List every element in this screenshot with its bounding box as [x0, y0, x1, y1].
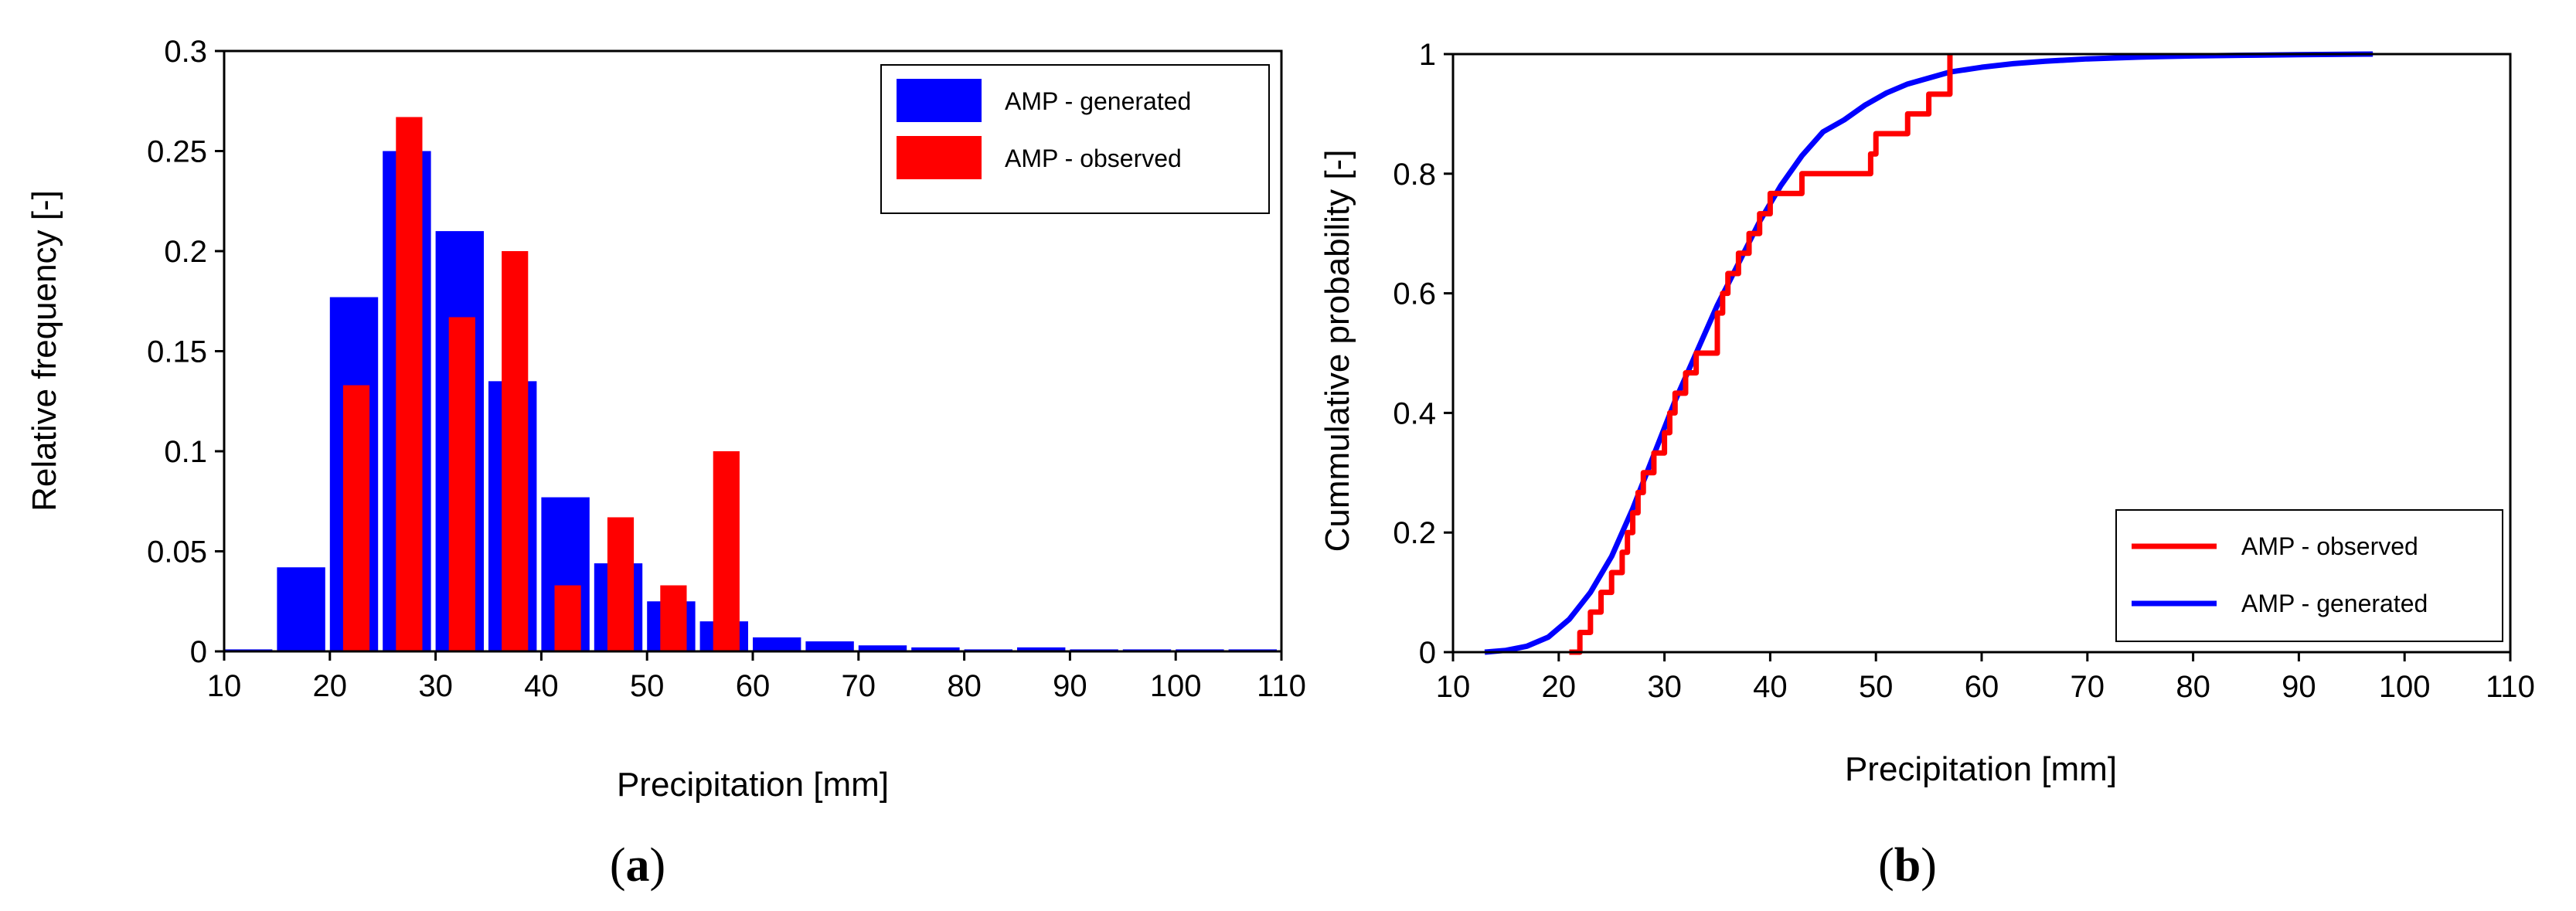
y-tick-label: 0: [190, 635, 207, 669]
observed-bar: [554, 585, 581, 651]
y-tick-label: 0.3: [164, 35, 207, 69]
generated-bar: [858, 645, 907, 651]
x-tick-label: 90: [1053, 669, 1087, 703]
x-axis-title: Precipitation [mm]: [617, 766, 889, 804]
observed-bar: [660, 585, 687, 651]
legend-label-generated: AMP - generated: [2241, 590, 2428, 617]
legend: AMP - generated AMP - observed: [880, 64, 1270, 214]
x-tick-label: 80: [2176, 670, 2210, 704]
x-tick-label: 20: [1542, 670, 1577, 704]
x-tick-label: 100: [1150, 669, 1202, 703]
y-tick-label: 1: [1419, 38, 1436, 72]
chart-b-cumulative: 10 20 30 40 50 60 70 80 90 100 110 00.20.40.60.81 …: [1319, 38, 2535, 892]
y-tick-label: 0.4: [1393, 396, 1436, 430]
x-tick-label: 70: [2071, 670, 2105, 704]
generated-bars: [224, 151, 1277, 652]
x-tick-label: 100: [2379, 670, 2431, 704]
caption-letter: b: [1894, 839, 1921, 892]
caption-close: ): [1921, 839, 1937, 892]
observed-line: [1569, 54, 1953, 655]
legend: AMP - observed AMP - generated: [2115, 509, 2503, 642]
generated-line: [1484, 51, 2374, 655]
x-tick-label: 70: [842, 669, 876, 703]
generated-bar: [805, 641, 854, 651]
series-lines: [1484, 51, 2374, 655]
x-tick-label: 40: [1753, 670, 1788, 704]
y-tick-label: 0.15: [147, 335, 207, 369]
chart-a-histogram: 10 20 30 40 50 60 70 80 90 100 110 0 0.05 0.1 0.15 0.2…: [26, 35, 1306, 892]
x-axis: 10 20 30 40 50 60 70 80 90 100 110: [1436, 652, 2535, 704]
x-axis: 10 20 30 40 50 60 70 80 90 100 110: [207, 651, 1306, 703]
y-tick-label: 0.25: [147, 135, 207, 169]
y-axis: 0 0.05 0.1 0.15 0.2 0.25 0.3: [147, 35, 224, 669]
generated-bar: [911, 647, 960, 651]
x-tick-label: 60: [1965, 670, 1999, 704]
x-tick-label: 30: [418, 669, 453, 703]
caption-b: (b): [1878, 839, 1937, 892]
x-tick-label: 110: [1257, 669, 1306, 703]
legend-label-generated: AMP - generated: [1005, 87, 1191, 115]
y-tick-label: 0.8: [1393, 158, 1436, 192]
observed-bar: [607, 517, 635, 651]
caption-open: (: [1878, 839, 1894, 892]
caption-a: (a): [610, 839, 665, 892]
y-tick-label: 0.1: [164, 435, 207, 469]
observed-bar: [342, 385, 370, 651]
y-tick-label: 0.05: [147, 535, 207, 569]
y-tick-label: 0.2: [164, 235, 207, 269]
x-tick-label: 10: [207, 669, 242, 703]
legend-label-observed: AMP - observed: [2241, 532, 2418, 560]
observed-bar: [396, 117, 423, 652]
observed-bars: [342, 117, 740, 652]
observed-bar: [448, 317, 475, 651]
caption-open: (: [610, 839, 626, 892]
caption-letter: a: [626, 839, 650, 892]
x-tick-label: 20: [313, 669, 348, 703]
y-tick-label: 0.6: [1393, 277, 1436, 311]
generated-bar: [1017, 647, 1066, 651]
x-tick-label: 30: [1647, 670, 1682, 704]
y-axis-title: Cummulative probability [-]: [1319, 150, 1356, 552]
x-tick-label: 110: [2486, 670, 2535, 704]
generated-bar: [753, 637, 801, 651]
y-tick-label: 0.2: [1393, 516, 1436, 550]
y-axis-title: Relative frequency [-]: [26, 190, 63, 512]
generated-bar: [277, 567, 325, 651]
x-tick-label: 50: [1859, 670, 1894, 704]
caption-close: ): [650, 839, 666, 892]
x-axis-title: Precipitation [mm]: [1845, 750, 2117, 788]
x-tick-label: 40: [524, 669, 559, 703]
legend-label-observed: AMP - observed: [1005, 144, 1182, 172]
x-tick-label: 80: [947, 669, 982, 703]
x-tick-label: 60: [736, 669, 771, 703]
y-tick-label: 0: [1419, 636, 1436, 670]
y-axis: 0 0.2 0.4 0.6 0.8 1: [1393, 38, 1453, 670]
legend-swatch-generated: [897, 79, 982, 122]
x-tick-label: 10: [1436, 670, 1471, 704]
x-tick-label: 50: [630, 669, 665, 703]
legend-swatch-observed: [897, 136, 982, 179]
x-tick-label: 90: [2282, 670, 2316, 704]
observed-bar: [713, 451, 740, 651]
observed-bar: [502, 251, 529, 651]
legend-box: [2115, 509, 2503, 642]
